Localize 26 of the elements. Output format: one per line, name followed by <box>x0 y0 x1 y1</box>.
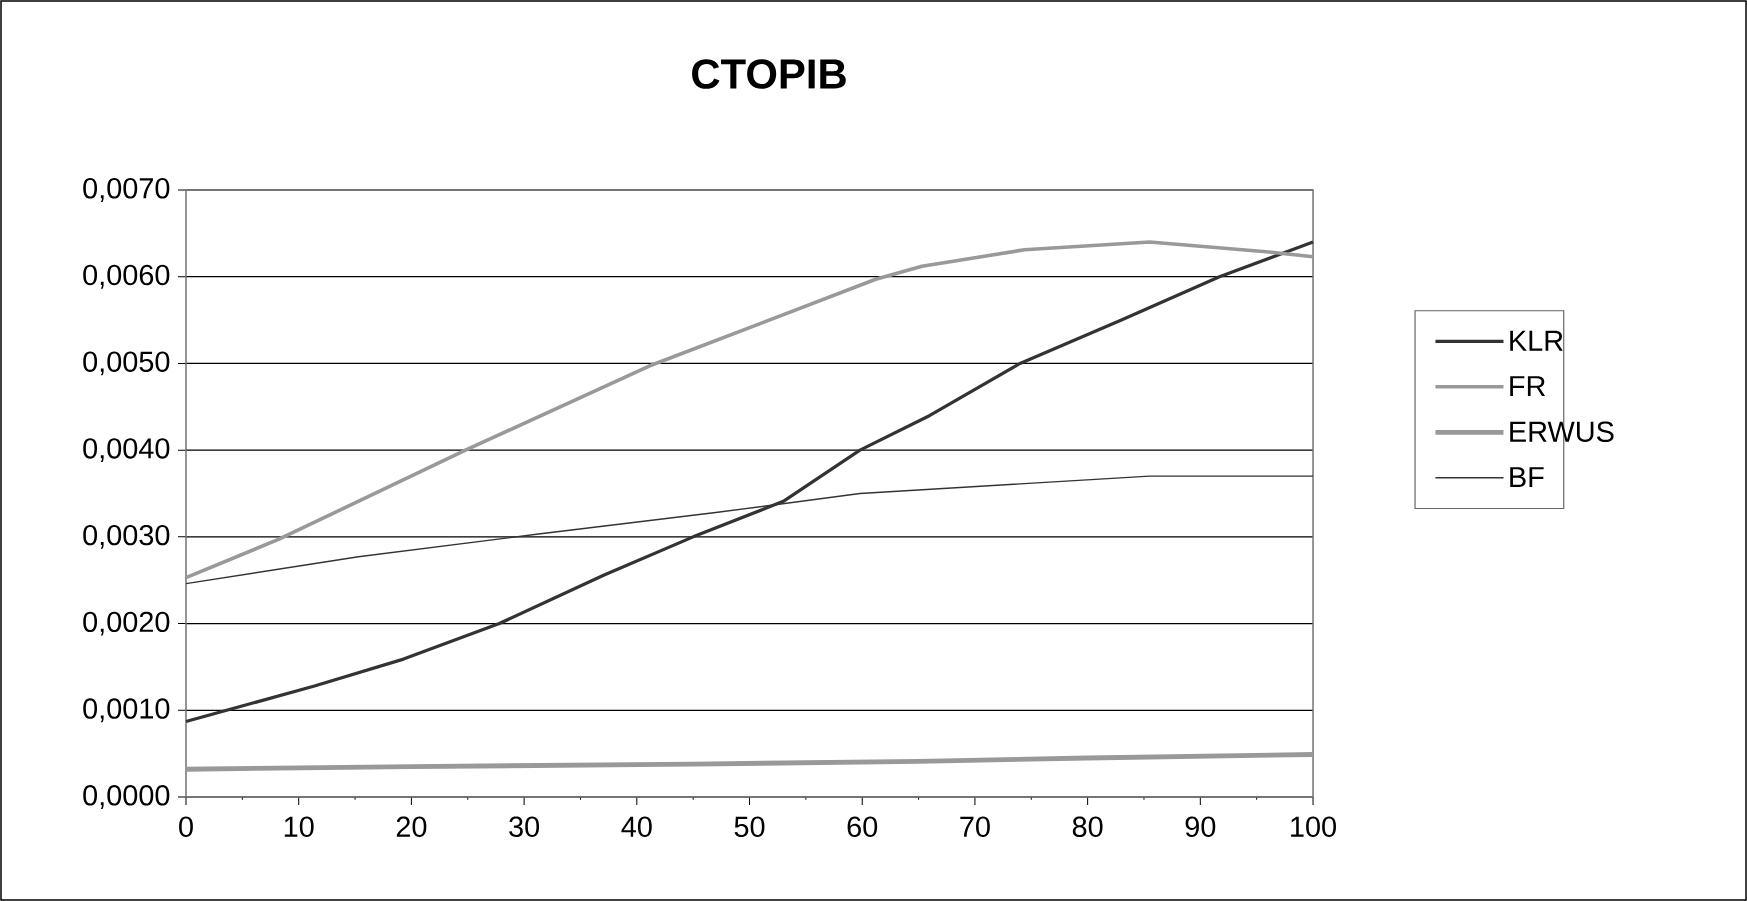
x-tick-label: 0 <box>179 816 193 837</box>
y-tick-label: 0,0070 <box>83 178 170 202</box>
y-tick-label: 0,0050 <box>83 351 170 376</box>
x-tick-label: 20 <box>396 816 427 837</box>
x-tick-label: 100 <box>1291 816 1336 837</box>
y-tick-label: 0,0010 <box>83 698 170 723</box>
x-tick-label: 50 <box>734 816 765 837</box>
y-tick-label: 0,0060 <box>83 264 170 289</box>
line-series <box>184 240 1315 724</box>
y-tick-label: 0,0030 <box>83 524 170 549</box>
x-tick-label: 90 <box>1185 816 1216 837</box>
x-tick-label: 60 <box>847 816 878 837</box>
chart-title: CTOPIB <box>692 59 846 89</box>
y-tick-label: 0,0040 <box>83 438 170 463</box>
y-tick-label: 0,0020 <box>83 611 170 636</box>
legend-label: ERWUS <box>1510 421 1614 442</box>
legend-label: BF <box>1510 467 1544 488</box>
legend-label: FR <box>1510 376 1546 396</box>
x-tick-label: 70 <box>960 816 990 837</box>
x-tick-label: 10 <box>284 816 314 837</box>
y-tick-label: 0,0000 <box>83 785 170 809</box>
x-tick-label: 80 <box>1072 816 1103 837</box>
legend-label: KLR <box>1510 330 1563 351</box>
x-tick-label: 40 <box>621 816 652 837</box>
line-series <box>184 240 1315 580</box>
x-tick-label: 30 <box>509 816 540 837</box>
